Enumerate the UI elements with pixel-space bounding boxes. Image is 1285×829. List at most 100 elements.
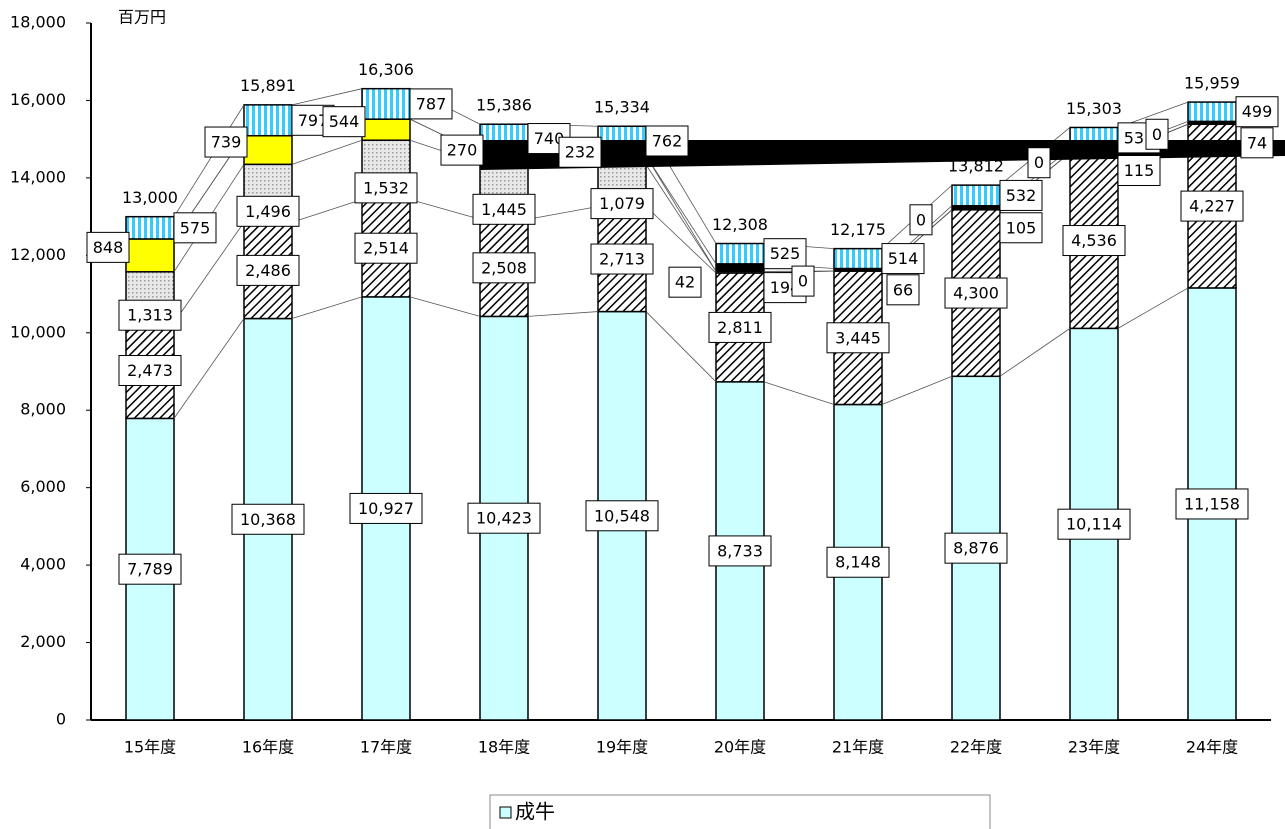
- label-box: [322, 106, 366, 138]
- data-label: 514: [888, 249, 919, 268]
- y-tick-label: 14,000: [10, 167, 66, 186]
- label-box: [826, 322, 890, 354]
- x-tick-label: 19年度: [596, 738, 648, 757]
- bar-segment: [833, 247, 883, 270]
- data-label: 115: [1124, 161, 1155, 180]
- label-box: [467, 502, 541, 534]
- data-label: 0: [798, 272, 808, 291]
- y-tick-label: 4,000: [20, 555, 66, 574]
- data-label: 10,423: [476, 509, 532, 528]
- y-tick-label: 8,000: [20, 400, 66, 419]
- data-label: 0: [1152, 125, 1162, 144]
- label-box: [668, 266, 702, 298]
- data-label: 8,733: [717, 541, 763, 560]
- label-box: [118, 553, 182, 585]
- data-label: 11,158: [1184, 494, 1240, 513]
- series-line: [291, 139, 363, 165]
- data-label: 1,079: [599, 194, 645, 213]
- bar-segment: [361, 87, 411, 120]
- bar-segment: [1187, 101, 1237, 123]
- label-box: [763, 238, 807, 270]
- data-label: 1,496: [245, 202, 291, 221]
- label-box: [645, 125, 689, 157]
- data-label: 787: [416, 94, 447, 113]
- y-tick-label: 6,000: [20, 477, 66, 496]
- label-box: [999, 179, 1043, 211]
- label-box: [173, 212, 217, 244]
- x-tick-label: 18年度: [478, 738, 530, 757]
- series-line: [999, 328, 1071, 377]
- total-label: 15,303: [1066, 99, 1122, 118]
- bar-segment: [361, 118, 411, 141]
- data-label: 2,473: [127, 361, 173, 380]
- y-tick-label: 16,000: [10, 90, 66, 109]
- data-label: 762: [652, 131, 683, 150]
- y-tick-label: 2,000: [20, 632, 66, 651]
- data-label: 532: [1006, 186, 1037, 205]
- data-label: 8,148: [835, 553, 881, 572]
- data-label: 544: [329, 112, 360, 131]
- label-box: [1027, 147, 1051, 179]
- series-line: [645, 155, 717, 272]
- label-box: [999, 212, 1043, 244]
- data-label: 499: [1242, 102, 1273, 121]
- label-box: [354, 232, 418, 264]
- y-tick-label: 18,000: [10, 13, 66, 32]
- data-label: 74: [1247, 133, 1267, 152]
- series-line: [645, 164, 717, 272]
- total-label: 15,334: [594, 98, 650, 117]
- label-box: [1180, 190, 1244, 222]
- total-label: 16,306: [358, 60, 414, 79]
- total-label: 13,812: [948, 157, 1004, 176]
- data-label: 10,548: [594, 506, 650, 525]
- legend-box: [489, 794, 991, 829]
- total-label: 15,386: [476, 96, 532, 115]
- unit-label: 百万円: [118, 8, 166, 27]
- data-label: 270: [447, 141, 478, 160]
- data-label: 3,445: [835, 328, 881, 347]
- label-box: [826, 546, 890, 578]
- labels: 7,789 2,473 1,313 848 575 10,368 2,486 1,496 739…: [86, 88, 1279, 585]
- bar-segment: [243, 134, 293, 166]
- series-line: [527, 206, 599, 220]
- data-label: 0: [1034, 153, 1044, 172]
- total-label: 13,000: [122, 188, 178, 207]
- x-tick-label: 21年度: [832, 738, 884, 757]
- label-box: [349, 492, 423, 524]
- label-box: [1117, 154, 1161, 186]
- data-label: 10,114: [1066, 515, 1122, 534]
- label-box: [944, 532, 1008, 564]
- bar-segment: [125, 215, 175, 240]
- label-box: [1240, 127, 1274, 159]
- data-label: 2,713: [599, 250, 645, 269]
- data-label: 740: [534, 129, 565, 148]
- series-line: [409, 199, 481, 220]
- label-box: [1175, 488, 1249, 520]
- label-box: [204, 126, 248, 158]
- label-box: [708, 311, 772, 343]
- x-tick-label: 16年度: [242, 738, 294, 757]
- bar-segment: [715, 242, 765, 265]
- bar-segment: [243, 104, 293, 137]
- legend-marker: [499, 806, 512, 819]
- label-box: [558, 136, 602, 168]
- label-box: [1235, 96, 1279, 128]
- data-label: 575: [180, 218, 211, 237]
- label-box: [118, 299, 182, 331]
- series-line: [645, 155, 717, 265]
- data-label: 797: [298, 111, 329, 130]
- bar-segment: [951, 184, 1001, 207]
- label-box: [354, 172, 418, 204]
- data-label: 10,927: [358, 499, 414, 518]
- label-box: [1145, 118, 1169, 150]
- label-box: [708, 535, 772, 567]
- series-line: [291, 296, 363, 319]
- data-label: 7,789: [127, 560, 173, 579]
- data-label: 739: [211, 133, 242, 152]
- label-box: [909, 204, 933, 236]
- label-box: [231, 503, 305, 535]
- label-box: [1057, 508, 1131, 540]
- label-box: [118, 355, 182, 387]
- data-label: 2,811: [717, 318, 763, 337]
- series-line: [409, 296, 481, 317]
